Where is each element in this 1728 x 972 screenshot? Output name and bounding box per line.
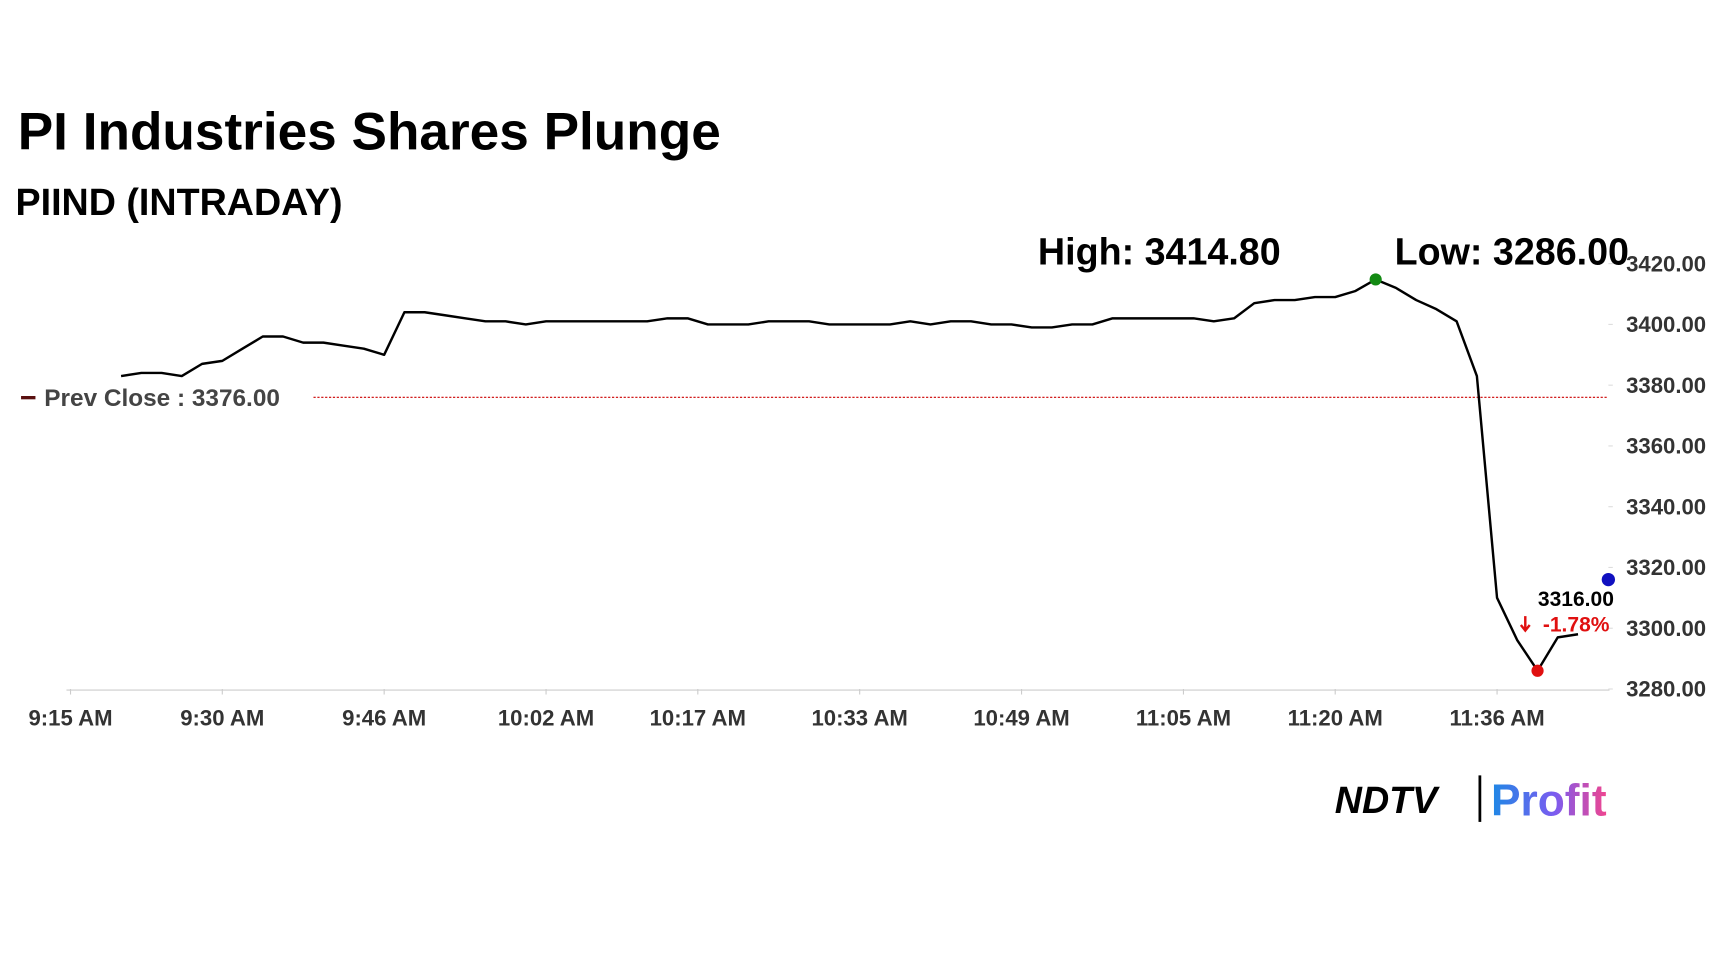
x-tick-label: 9:15 AM [28,706,112,731]
change-label: -1.78% [1543,614,1610,637]
y-tick-label: 3360.00 [1626,434,1706,459]
high-label: High: 3414.80 [1038,231,1281,273]
y-tick-label: 3400.00 [1626,312,1706,337]
y-tick-label: 3340.00 [1626,494,1706,519]
x-tick-label: 10:33 AM [811,706,907,731]
x-tick-label: 10:02 AM [498,706,594,731]
y-tick-label: 3300.00 [1626,616,1706,641]
y-tick-label: 3320.00 [1626,555,1706,580]
y-tick-label: 3280.00 [1626,677,1706,702]
x-tick-label: 11:20 AM [1288,706,1383,731]
low-marker [1531,664,1544,677]
price-line [120,278,1579,672]
x-tick-label: 11:05 AM [1136,706,1231,731]
last-price-label: 3316.00 [1538,588,1614,611]
high-marker [1369,273,1382,286]
y-tick-label: 3420.00 [1626,251,1706,276]
change-arrow [1519,616,1531,633]
low-label: Low: 3286.00 [1395,231,1629,273]
y-tick-label: 3380.00 [1626,373,1706,398]
chart-subtitle: PIIND (INTRADAY) [16,181,343,223]
x-tick-label: 9:46 AM [342,706,426,731]
last-price-marker [1601,572,1616,587]
x-tick-label: 10:17 AM [650,706,746,731]
x-tick-label: 11:36 AM [1449,706,1544,731]
prev-close-label: Prev Close : 3376.00 [44,385,280,412]
x-tick-label: 10:49 AM [973,706,1069,731]
chart-title: PI Industries Shares Plunge [18,103,721,162]
brand-name: Profit [1491,776,1607,825]
x-tick-label: 9:30 AM [180,706,264,731]
brand-source: NDTV [1335,779,1440,821]
